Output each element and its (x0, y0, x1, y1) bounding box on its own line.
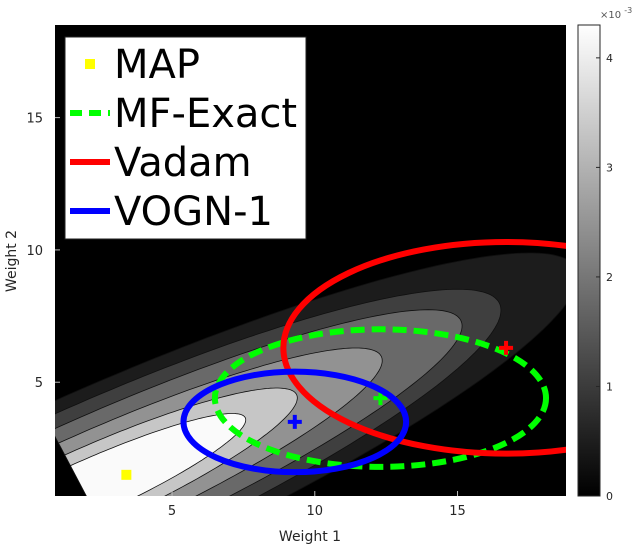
map-point (121, 469, 132, 480)
vogn-1-mean-marker (287, 414, 302, 429)
x-axis-label: Weight 1 (279, 529, 341, 545)
colorbar-tick-label-1: 1 (606, 380, 613, 393)
y-tick-label-10: 10 (26, 244, 43, 259)
legend-label-map: MAP (114, 42, 200, 88)
y-tick-label-5: 5 (35, 376, 43, 391)
colorbar-tick-label-0: 0 (606, 490, 613, 503)
colorbar-exponent-base: ×10 (600, 10, 621, 21)
colorbar-gradient (577, 24, 601, 497)
x-tick-label-5: 5 (168, 504, 176, 519)
y-tick-label-15: 15 (26, 112, 43, 127)
x-tick-label-10: 10 (307, 504, 324, 519)
legend-label-mf-exact: MF-Exact (114, 91, 297, 137)
vadam-ellipse (280, 239, 566, 457)
colorbar-tick-label-3: 3 (606, 161, 613, 174)
vogn-1-ellipse (180, 368, 410, 476)
axis-layer: 5 10 15 5 10 15 (26, 112, 465, 519)
colorbar-exponent: ×10 -3 (600, 6, 632, 21)
legend-box (64, 36, 307, 240)
x-tick-label-15: 15 (449, 504, 466, 519)
colorbar-tick-label-4: 4 (606, 52, 613, 65)
legend-label-vogn: VOGN-1 (114, 189, 273, 235)
colorbar-exponent-power: -3 (624, 6, 632, 15)
vadam-mean-marker (499, 340, 514, 355)
contour-level-6 (69, 413, 247, 496)
legend-label-vadam: Vadam (114, 140, 252, 186)
colorbar-ticks: 0 1 2 3 4 (596, 52, 613, 503)
legend: MAP MF-Exact Vadam VOGN-1 (64, 36, 307, 240)
legend-swatch-map (85, 59, 95, 69)
y-axis-label: Weight 2 (4, 230, 20, 292)
series-layer (121, 239, 566, 480)
mf-exact-ellipse (211, 326, 550, 470)
colorbar-tick-label-2: 2 (606, 271, 613, 284)
mf-exact-mean-marker (373, 391, 388, 406)
colorbar: 0 1 2 3 4 ×10 -3 (577, 6, 632, 503)
